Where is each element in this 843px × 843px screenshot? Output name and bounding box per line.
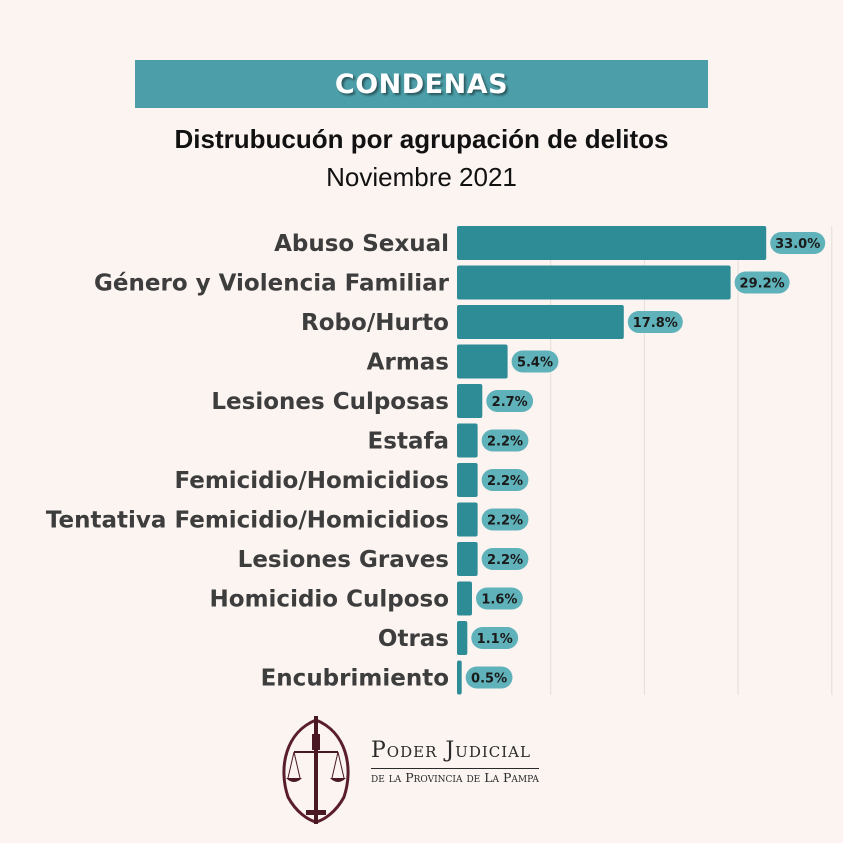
chart-subtitle: Noviembre 2021 bbox=[326, 162, 517, 192]
bar bbox=[457, 344, 508, 379]
org-name: Poder Judicial bbox=[371, 738, 531, 763]
data-label: 1.1% bbox=[477, 632, 513, 647]
data-label: 2.7% bbox=[492, 395, 528, 410]
data-label: 33.0% bbox=[775, 237, 820, 252]
data-label-pill bbox=[481, 548, 529, 570]
bar bbox=[457, 660, 462, 695]
category-label: Encubrimiento bbox=[261, 666, 449, 692]
data-label: 2.2% bbox=[487, 435, 523, 450]
data-label: 17.8% bbox=[633, 316, 678, 331]
data-label-pill bbox=[481, 508, 529, 531]
chart-title: Distrubucuón por agrupación de delitos bbox=[174, 124, 669, 154]
category-label: Estafa bbox=[368, 429, 449, 455]
data-label-pill bbox=[481, 469, 529, 491]
category-label: Lesiones Culposas bbox=[211, 389, 449, 415]
data-label-pill bbox=[734, 271, 790, 294]
bar bbox=[457, 423, 478, 458]
data-label: 1.6% bbox=[481, 593, 517, 608]
data-label-pill bbox=[511, 350, 559, 373]
data-label: 2.2% bbox=[487, 514, 523, 529]
category-label: Armas bbox=[367, 350, 449, 376]
data-label-pill bbox=[465, 666, 513, 689]
banner-title: CONDENAS bbox=[334, 68, 509, 100]
data-label: 2.2% bbox=[487, 474, 523, 489]
bar bbox=[457, 265, 731, 300]
bar bbox=[457, 502, 478, 537]
bar bbox=[457, 542, 478, 576]
seal-emblem bbox=[282, 716, 350, 824]
title-banner: CONDENAS bbox=[135, 60, 708, 108]
category-label: Abuso Sexual bbox=[274, 231, 449, 257]
category-label: Femicidio/Homicidios bbox=[174, 468, 449, 494]
category-label: Homicidio Culposo bbox=[210, 587, 449, 613]
scales-of-justice-seal-icon bbox=[282, 716, 350, 824]
data-label: 2.2% bbox=[487, 553, 523, 568]
org-subtitle: de la Provincia de La Pampa bbox=[371, 768, 539, 785]
data-label-pill bbox=[475, 587, 523, 610]
bar bbox=[457, 581, 472, 616]
category-label: Robo/Hurto bbox=[301, 310, 449, 336]
category-label: Lesiones Graves bbox=[238, 547, 449, 573]
data-label-pill bbox=[481, 429, 529, 452]
category-label: Género y Violencia Familiar bbox=[94, 271, 450, 297]
data-label-pill bbox=[471, 627, 519, 649]
bar bbox=[457, 621, 468, 655]
bar-chart: Abuso Sexual 33.0% Género y Violencia Fami… bbox=[46, 226, 833, 695]
data-label: 0.5% bbox=[471, 672, 507, 687]
data-label-pill bbox=[627, 311, 683, 333]
category-label: Tentativa Femicidio/Homicidios bbox=[46, 508, 449, 534]
data-label-pill bbox=[770, 232, 826, 254]
data-label-pill bbox=[486, 390, 534, 412]
data-label: 5.4% bbox=[517, 356, 553, 371]
bar bbox=[457, 226, 767, 260]
bar bbox=[457, 305, 624, 339]
bar bbox=[457, 463, 478, 497]
category-label: Otras bbox=[378, 626, 449, 652]
bar bbox=[457, 384, 483, 418]
data-label: 29.2% bbox=[740, 277, 785, 292]
